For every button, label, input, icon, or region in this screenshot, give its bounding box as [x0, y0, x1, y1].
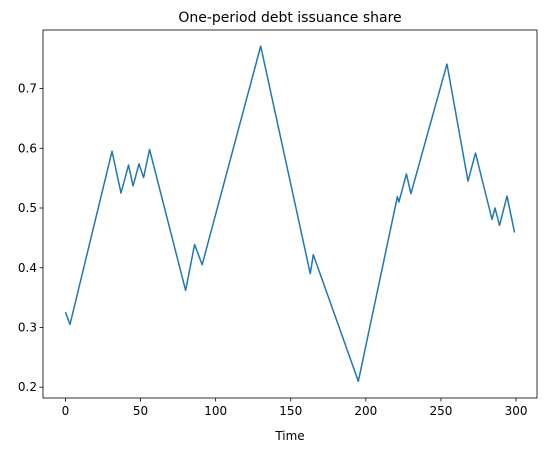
x-tick-label: 100 [204, 404, 227, 418]
y-tick-label: 0.6 [18, 141, 37, 155]
chart-title: One-period debt issuance share [178, 10, 401, 26]
x-tick-label: 200 [354, 404, 377, 418]
axes-frame [42, 29, 538, 399]
y-tick-label: 0.3 [18, 321, 37, 335]
data-line [64, 45, 516, 383]
y-tick-label: 0.5 [18, 201, 37, 215]
x-tick-label: 250 [429, 404, 452, 418]
y-tick-label: 0.4 [18, 261, 37, 275]
x-tick-label: 50 [133, 404, 148, 418]
x-tick-label: 0 [62, 404, 70, 418]
y-tick-label: 0.2 [18, 380, 37, 394]
x-axis-label: Time [274, 429, 304, 443]
y-tick-label: 0.7 [18, 82, 37, 96]
x-tick-label: 300 [505, 404, 528, 418]
x-tick-label: 150 [279, 404, 302, 418]
